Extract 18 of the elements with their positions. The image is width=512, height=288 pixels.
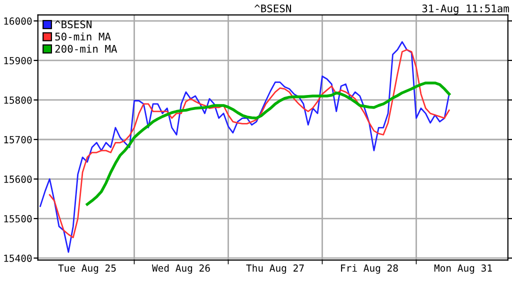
x-tick-label: Fri Aug 28: [341, 264, 398, 274]
y-tick-label: 15900: [4, 56, 32, 64]
legend-label: 200-min MA: [55, 44, 118, 53]
y-tick-label: 16000: [4, 17, 32, 25]
y-tick-label: 15500: [4, 215, 32, 222]
x-tick-label: Wed Aug 26: [152, 264, 210, 274]
x-tick-label: Thu Aug 27: [246, 264, 304, 274]
legend-label: ^BSESN: [54, 20, 92, 28]
y-tick-label: 15800: [4, 96, 32, 104]
legend-label: 50-min MA: [55, 32, 111, 41]
text: 31-Aug 11:51am: [422, 4, 509, 14]
chart-title: ^BSESN: [254, 4, 292, 12]
y-tick-label: 15700: [4, 136, 32, 144]
x-tick-label: Tue Aug 25: [58, 264, 116, 274]
y-tick-label: 15400: [4, 254, 32, 262]
y-tick-label: 15600: [4, 176, 32, 183]
x-tick-label: Mon Aug 31: [434, 264, 492, 274]
line-series: [86, 82, 451, 206]
